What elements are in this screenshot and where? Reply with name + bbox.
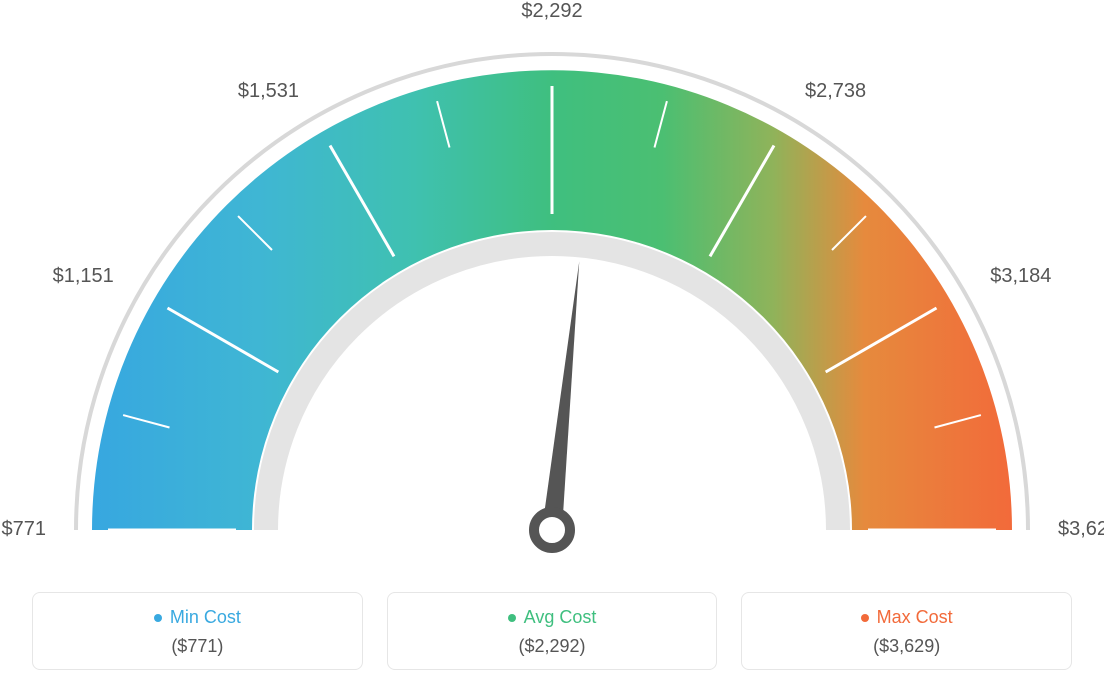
tick-label: $2,292 (512, 0, 592, 23)
legend-box-max: Max Cost ($3,629) (741, 592, 1072, 670)
legend-box-avg: Avg Cost ($2,292) (387, 592, 718, 670)
tick-label: $2,738 (805, 80, 866, 103)
gauge-svg (0, 0, 1104, 560)
tick-label: $3,629 (1058, 518, 1104, 541)
legend-dot-min (154, 614, 162, 622)
legend-row: Min Cost ($771) Avg Cost ($2,292) Max Co… (32, 592, 1072, 670)
legend-dot-avg (508, 614, 516, 622)
legend-title-min: Min Cost (154, 607, 241, 628)
gauge-area: $771 $1,151 $1,531 $2,292 $2,738 $3,184 $3,629 (0, 0, 1104, 560)
legend-title-max: Max Cost (861, 607, 953, 628)
tick-label: $1,151 (34, 265, 114, 288)
legend-label-max: Max Cost (877, 607, 953, 628)
legend-label-avg: Avg Cost (524, 607, 597, 628)
needle-hub (534, 512, 570, 548)
legend-box-min: Min Cost ($771) (32, 592, 363, 670)
tick-label: $1,531 (219, 80, 299, 103)
legend-title-avg: Avg Cost (508, 607, 597, 628)
legend-value-min: ($771) (43, 636, 352, 657)
legend-value-max: ($3,629) (752, 636, 1061, 657)
legend-dot-max (861, 614, 869, 622)
chart-container: $771 $1,151 $1,531 $2,292 $2,738 $3,184 $3,629… (0, 0, 1104, 690)
needle (542, 261, 579, 531)
tick-label: $771 (0, 518, 46, 541)
tick-label: $3,184 (990, 265, 1051, 288)
legend-label-min: Min Cost (170, 607, 241, 628)
legend-value-avg: ($2,292) (398, 636, 707, 657)
